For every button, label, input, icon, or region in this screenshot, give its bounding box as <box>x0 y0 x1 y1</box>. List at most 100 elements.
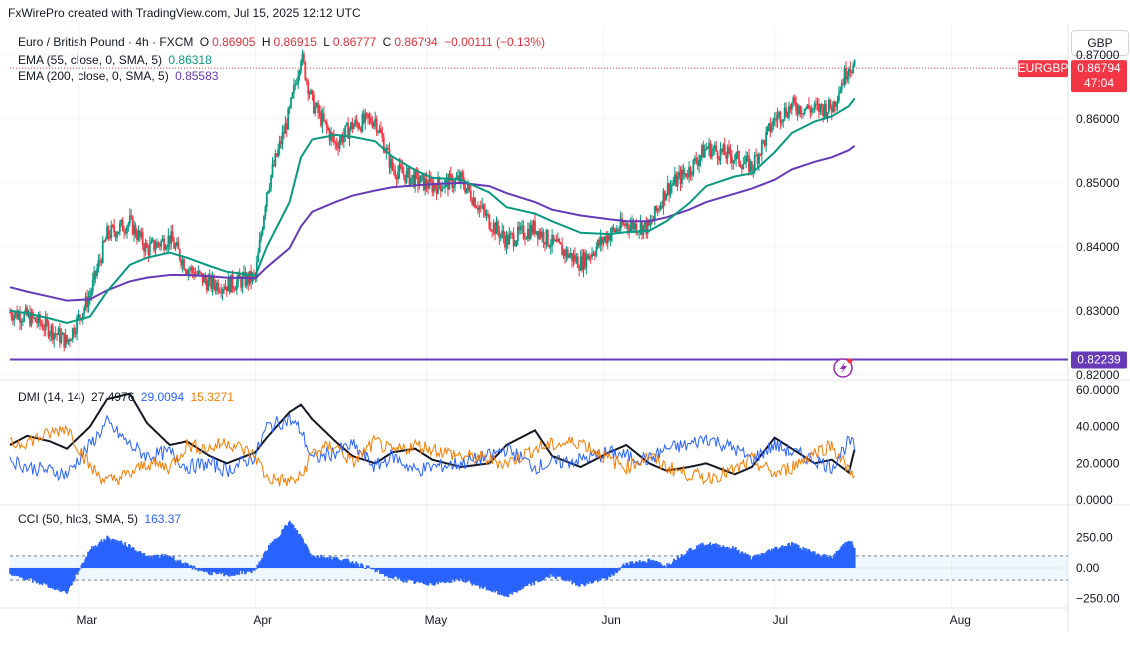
candle-body <box>320 111 322 126</box>
cci-bar <box>262 558 264 568</box>
cci-bar <box>737 549 740 568</box>
candle-body <box>154 247 157 251</box>
time-tick-label: Apr <box>253 613 272 627</box>
cci-bar <box>154 557 157 568</box>
cci-bar <box>829 555 831 568</box>
candle-body <box>836 101 839 104</box>
cci-bar <box>333 557 336 568</box>
candle-body <box>164 248 167 250</box>
cci-bar <box>392 568 395 580</box>
cci-bar <box>426 568 429 586</box>
candle-body <box>425 178 428 187</box>
cci-bar <box>775 546 778 568</box>
candle-body <box>441 188 444 192</box>
cci-bar <box>678 558 681 568</box>
cci-bar <box>493 568 496 590</box>
candle-body <box>438 177 441 186</box>
cci-bar <box>693 550 695 568</box>
cci-bar <box>446 568 449 583</box>
cci-bar <box>571 568 574 585</box>
candle-body <box>108 235 111 238</box>
currency-button[interactable]: GBP <box>1071 30 1129 56</box>
cci-bar <box>782 548 785 568</box>
cci-bar <box>433 568 436 586</box>
cci-bar <box>767 550 770 568</box>
cci-bar <box>345 558 348 568</box>
cci-bar <box>784 545 787 568</box>
candle-body <box>131 216 134 235</box>
candle-body <box>284 123 287 134</box>
candle-body <box>709 142 712 158</box>
cci-bar <box>592 568 595 583</box>
cci-bar <box>751 559 753 568</box>
candle-body <box>538 231 541 239</box>
candle-body <box>706 147 709 149</box>
cci-bar <box>579 568 582 584</box>
cci-bars <box>9 520 856 598</box>
candle-body <box>158 244 161 247</box>
dmi-minus-value: 15.3271 <box>190 390 234 404</box>
hline-badge-bg <box>1071 351 1127 369</box>
cci-bar <box>115 539 118 568</box>
cci-bar <box>164 554 167 568</box>
cci-bar <box>688 548 691 568</box>
dmi-legend[interactable]: DMI (14, 14) 27.4976 29.0094 15.3271 <box>18 390 237 404</box>
cci-bar <box>90 546 93 568</box>
cci-bar <box>237 568 240 573</box>
cci-bar <box>523 568 526 587</box>
candle-body <box>371 122 374 127</box>
candle-body <box>17 313 20 319</box>
cci-bar <box>529 568 532 584</box>
cci-bar <box>292 524 295 568</box>
candle-body <box>375 118 378 132</box>
candle-body <box>524 238 526 240</box>
cci-bar <box>596 568 599 583</box>
candle-body <box>509 233 512 235</box>
cci-bar <box>633 563 635 568</box>
cci-bar <box>51 568 54 589</box>
cci-bar <box>677 558 680 568</box>
ema55-legend[interactable]: EMA (55, close, 0, SMA, 5) 0.86318 <box>18 53 215 67</box>
cci-bar <box>265 551 268 568</box>
ema200-legend[interactable]: EMA (200, close, 0, SMA, 5) 0.85583 <box>18 69 221 83</box>
cci-bar <box>756 555 759 568</box>
candle-body <box>161 238 164 241</box>
alert-icon[interactable] <box>833 358 853 378</box>
candle-body <box>718 158 720 161</box>
cci-bar <box>590 568 593 584</box>
cci-bar <box>734 546 737 568</box>
cci-bar <box>191 568 194 570</box>
cci-bar <box>358 566 361 568</box>
cci-bar <box>738 553 741 568</box>
cci-bar <box>273 538 276 568</box>
cci-bar <box>296 530 299 568</box>
candle-body <box>665 193 668 201</box>
cci-bar <box>696 549 699 568</box>
candle-body <box>203 275 205 283</box>
cci-bar <box>28 568 31 580</box>
cci-bar <box>319 557 322 568</box>
candle-body <box>776 114 779 121</box>
candle-body <box>693 158 696 160</box>
cci-bar <box>841 546 844 568</box>
cci-bar <box>684 553 687 568</box>
candle-body <box>275 153 278 157</box>
candle-body <box>582 252 585 270</box>
candle-body <box>147 247 150 256</box>
cci-bar <box>564 568 567 582</box>
candle-body <box>572 254 575 262</box>
cci-bar <box>460 568 462 580</box>
cci-bar <box>428 568 431 583</box>
cci-bar <box>275 538 278 568</box>
cci-bar <box>217 568 220 575</box>
candle-body <box>388 149 391 168</box>
cci-bar <box>718 544 721 568</box>
candle-body <box>98 260 101 262</box>
cci-bar <box>282 528 284 568</box>
cci-bar <box>17 568 20 576</box>
cci-bar <box>518 568 520 590</box>
symbol-title[interactable]: Euro / British Pound · 4h · FXCM <box>18 35 194 49</box>
cci-bar <box>553 568 556 577</box>
candle-body <box>799 105 802 114</box>
